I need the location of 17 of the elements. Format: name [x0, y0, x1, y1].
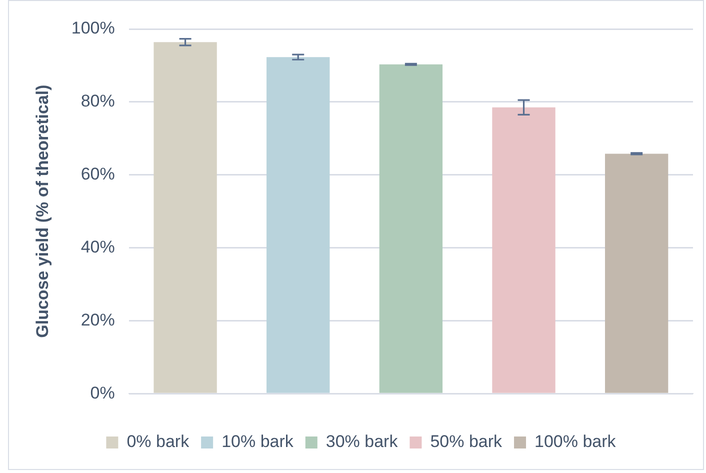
bar [266, 57, 330, 393]
y-tick-label: 40% [80, 237, 115, 256]
bar [379, 64, 443, 393]
y-axis-title: Glucose yield (% of theoretical) [32, 84, 52, 338]
y-tick-label: 20% [80, 310, 115, 330]
bar [154, 42, 217, 393]
y-tick-label: 100% [71, 18, 115, 38]
legend-label: 100% bark [534, 432, 616, 452]
y-tick-label: 80% [80, 92, 115, 111]
legend-label: 10% bark [222, 432, 294, 452]
legend-label: 30% bark [326, 432, 398, 452]
legend-label: 0% bark [126, 432, 190, 452]
y-tick-label: 60% [80, 164, 115, 184]
bar [492, 107, 556, 393]
bar [604, 154, 668, 393]
legend-label: 50% bark [430, 432, 503, 452]
y-tick-label: 0% [90, 383, 115, 402]
